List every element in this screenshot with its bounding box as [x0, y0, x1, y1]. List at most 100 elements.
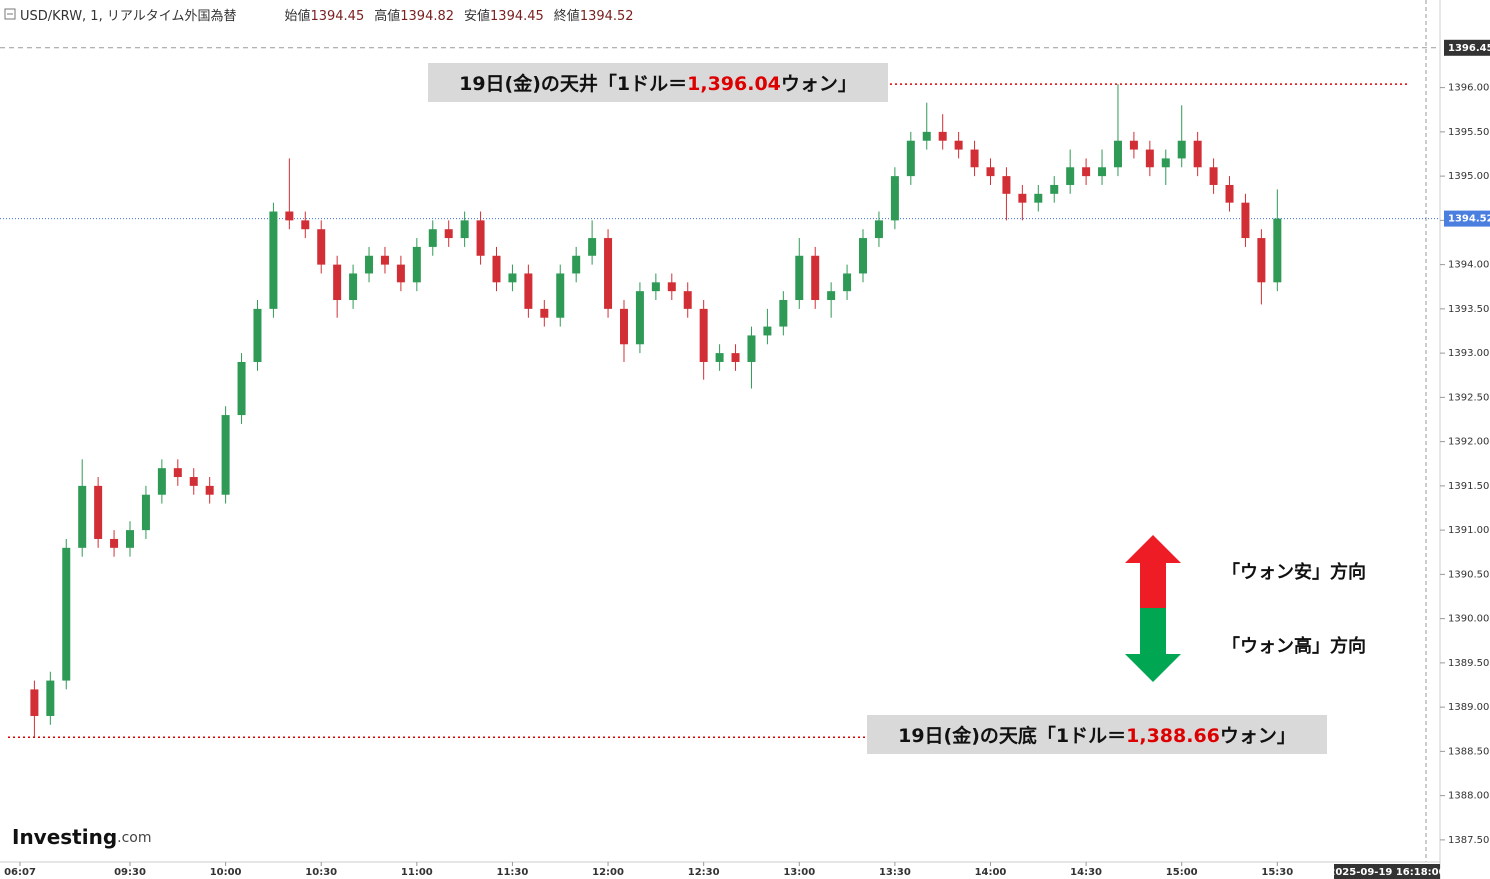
- candle-body: [285, 211, 294, 221]
- x-tick-label: 12:30: [688, 867, 720, 878]
- candle-body: [1225, 184, 1234, 203]
- candle-body: [938, 131, 947, 141]
- candle-body: [572, 255, 581, 274]
- candle-body: [1241, 202, 1250, 239]
- candle-body: [524, 273, 533, 309]
- candle-body: [874, 220, 883, 239]
- candle-body: [46, 680, 55, 716]
- down-arrow: [1125, 608, 1181, 682]
- candle-body: [779, 300, 788, 327]
- candle-body: [604, 238, 613, 309]
- y-tick-label: 1389.00: [1448, 702, 1489, 713]
- legend-label: 「ウォン安」方向: [1222, 561, 1366, 583]
- candle-body: [635, 291, 644, 345]
- candle-body: [731, 353, 740, 362]
- candle-body: [62, 547, 71, 681]
- candle-body: [428, 229, 437, 247]
- candle-body: [1193, 140, 1202, 168]
- candle-body: [1066, 167, 1075, 185]
- candle-body: [1034, 193, 1043, 203]
- candle-body: [444, 229, 453, 239]
- candle-body: [619, 308, 628, 345]
- x-tick-label: 06:07: [4, 867, 36, 878]
- candle-body: [1209, 167, 1218, 185]
- y-tick-label: 1392.00: [1448, 437, 1489, 448]
- field-value: 1394.52: [580, 9, 634, 24]
- annotation-suffix: ウォン」: [781, 73, 857, 95]
- price-label: 1396.45: [1448, 43, 1490, 54]
- field-label: 安値: [464, 8, 490, 24]
- annotation-box: [428, 63, 888, 102]
- candle-body: [699, 308, 708, 362]
- logo-name: Investing: [12, 825, 117, 849]
- candle-body: [556, 273, 565, 318]
- candle-body: [78, 485, 87, 548]
- candle-body: [173, 468, 182, 478]
- y-tick-label: 1390.50: [1448, 569, 1489, 580]
- candle-body: [508, 273, 517, 283]
- candle-body: [827, 291, 836, 301]
- y-tick-label: 1395.50: [1448, 127, 1489, 138]
- y-tick-label: 1389.50: [1448, 658, 1489, 669]
- candle-body: [843, 273, 852, 292]
- x-tick-label: 11:00: [401, 867, 433, 878]
- y-tick-label: 1393.50: [1448, 304, 1489, 315]
- candle-body: [30, 689, 39, 716]
- candle-body: [1082, 167, 1091, 177]
- candle-body: [1002, 176, 1011, 194]
- x-tick-label: 14:30: [1070, 867, 1102, 878]
- y-tick-label: 1390.00: [1448, 614, 1489, 625]
- candle-body: [1273, 218, 1282, 283]
- candle-body: [1161, 158, 1170, 168]
- x-tick-label: 11:30: [497, 867, 529, 878]
- candle-body: [205, 485, 214, 495]
- field-label: 始値: [284, 8, 310, 24]
- field-value: 1394.45: [490, 9, 544, 24]
- annotation: 19日(金)の天井「1ドル＝1,396.04ウォン」: [459, 72, 857, 95]
- collapse-icon[interactable]: [4, 8, 16, 20]
- candle-body: [1129, 140, 1138, 150]
- candle-body: [811, 255, 820, 301]
- candle-body: [795, 255, 804, 301]
- x-tick-label: 15:00: [1166, 867, 1198, 878]
- field-value: 1394.45: [310, 9, 364, 24]
- x-tick-label: 13:30: [879, 867, 911, 878]
- candle-body: [1257, 238, 1266, 283]
- candle-body: [1098, 167, 1107, 177]
- candle-body: [253, 308, 262, 362]
- candle-body: [651, 282, 660, 292]
- candle-body: [890, 176, 899, 221]
- candle-body: [540, 308, 549, 318]
- price-box: [1444, 210, 1490, 227]
- candle-body: [412, 246, 421, 283]
- candle-body: [667, 282, 676, 292]
- price-box: [1444, 39, 1490, 56]
- legend-label: 「ウォン高」方向: [1222, 635, 1366, 657]
- y-tick-label: 1391.50: [1448, 481, 1489, 492]
- annotation-value: 1,388.66: [1126, 725, 1220, 747]
- field-label: 終値: [554, 8, 580, 24]
- symbol: USD/KRW, 1, リアルタイム外国為替: [20, 8, 236, 24]
- candle-body: [333, 264, 342, 301]
- x-tick-label: 15:30: [1261, 867, 1293, 878]
- candle-body: [269, 211, 278, 309]
- candle-body: [715, 353, 724, 362]
- annotation-prefix: 19日(金)の天底「1ドル＝: [898, 724, 1126, 747]
- y-tick-label: 1388.50: [1448, 746, 1489, 757]
- x-tick-label: 12:00: [592, 867, 624, 878]
- header: USD/KRW, 1, リアルタイム外国為替 始値1394.45 高値1394.82…: [20, 8, 634, 24]
- candle-body: [237, 361, 246, 416]
- candle-body: [157, 468, 166, 495]
- timestamp: 2025-09-19 16:18:00: [1328, 867, 1445, 878]
- x-tick-label: 10:30: [305, 867, 337, 878]
- candle-body: [1018, 193, 1027, 203]
- annotation-value: 1,396.04: [687, 73, 781, 95]
- y-tick-label: 1396.00: [1448, 83, 1489, 94]
- candle-body: [1145, 149, 1154, 168]
- candle-body: [126, 530, 134, 548]
- candle-body: [683, 291, 692, 309]
- candle-body: [110, 538, 119, 548]
- candle-body: [94, 485, 103, 539]
- candle-body: [970, 149, 979, 168]
